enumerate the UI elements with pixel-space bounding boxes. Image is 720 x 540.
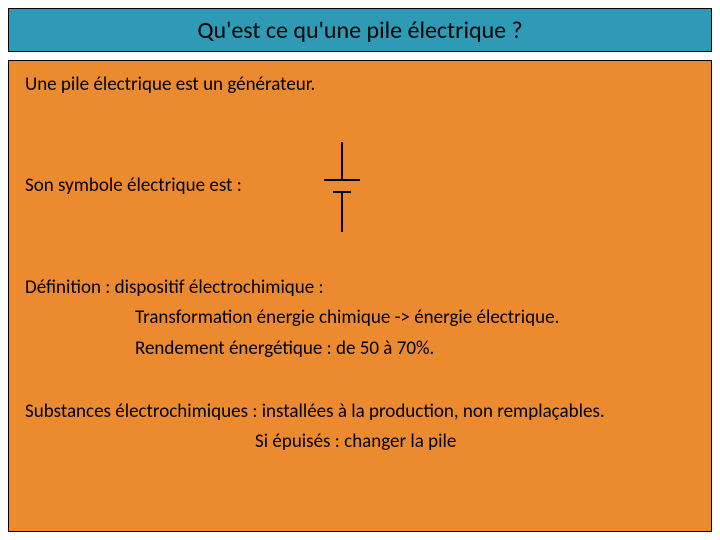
definition-block: Définition : dispositif électrochimique … <box>25 276 695 362</box>
slide-title: Qu'est ce qu'une pile électrique ? <box>197 16 522 45</box>
symbol-row: Son symbole électrique est : <box>25 142 695 232</box>
content-box: Une pile électrique est un générateur. S… <box>8 60 712 532</box>
symbol-label: Son symbole électrique est : <box>25 174 242 199</box>
intro-line: Une pile électrique est un générateur. <box>25 73 695 98</box>
definition-line-1: Définition : dispositif électrochimique … <box>25 276 695 301</box>
title-bar: Qu'est ce qu'une pile électrique ? <box>8 8 712 52</box>
slide: Qu'est ce qu'une pile électrique ? Une p… <box>0 0 720 540</box>
substances-line-2: Si épuisés : changer la pile <box>255 430 695 455</box>
substances-line-1: Substances électrochimiques : installées… <box>25 400 695 425</box>
definition-line-2: Transformation énergie chimique -> énerg… <box>135 306 695 331</box>
battery-symbol-icon <box>312 142 372 232</box>
substances-block: Substances électrochimiques : installées… <box>25 400 695 455</box>
definition-line-3: Rendement énergétique : de 50 à 70%. <box>135 337 695 362</box>
